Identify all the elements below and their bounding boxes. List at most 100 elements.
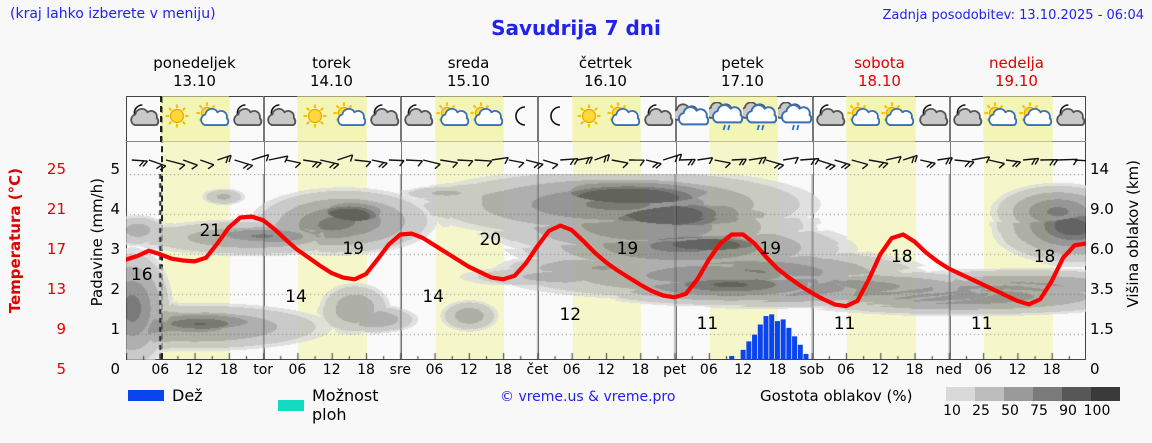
page-title: Savudrija 7 dni	[491, 16, 661, 40]
precipitation-bar	[797, 344, 803, 360]
day-header-0: ponedeljek 13.10	[126, 54, 263, 90]
x-tick-label: 12	[871, 362, 890, 378]
temperature-axis-ticks: 25 21 17 13 9 5	[30, 160, 66, 378]
showers-color-swatch	[278, 399, 304, 411]
x-tick-label: 06	[288, 362, 307, 378]
x-tick-label: sob	[799, 362, 825, 378]
day-header-6: nedelja 19.10	[948, 54, 1085, 90]
sun-cloud-icon	[606, 102, 641, 136]
precipitation-bar	[729, 355, 735, 360]
day-separator-icons-6	[948, 96, 950, 142]
moon-cloud-icon	[1052, 102, 1086, 136]
sun-icon	[572, 102, 606, 136]
precipitation-axis-ticks: 5 4 3 2 1 0	[96, 160, 120, 378]
temperature-label: 18	[890, 247, 913, 268]
day-separator-icons-3	[537, 96, 539, 142]
moon-cloud-icon	[126, 102, 160, 136]
cloud-density-step-75	[1033, 387, 1062, 401]
x-tick-label: 18	[494, 362, 513, 378]
moon-cloud-icon	[229, 102, 263, 136]
cloud-height-tick: 3.5	[1090, 280, 1114, 298]
cloud-height-axis-ticks: 14 9.0 6.0 3.5 1.5 0	[1090, 160, 1122, 378]
temperature-tick: 21	[46, 200, 66, 218]
wind-barbs	[131, 153, 1093, 171]
day-date: 19.10	[995, 72, 1038, 90]
temperature-label: 11	[696, 314, 719, 335]
x-tick-label: 06	[151, 362, 170, 378]
precipitation-bar	[757, 324, 763, 360]
precipitation-tick: 5	[110, 160, 120, 178]
x-tick-label: 06	[699, 362, 718, 378]
day-date: 15.10	[447, 72, 490, 90]
precipitation-bar	[792, 336, 798, 360]
day-date: 18.10	[858, 72, 901, 90]
cloud-density-step-50	[1004, 387, 1033, 401]
x-tick-label: 12	[597, 362, 615, 378]
day-name: ponedeljek	[153, 54, 236, 72]
sun-cloud-icon	[983, 102, 1018, 136]
moon-cloud-icon	[949, 102, 983, 136]
x-tick-label: 18	[905, 362, 924, 378]
temperature-label: 19	[342, 238, 364, 259]
sun-cloud-icon	[469, 102, 504, 136]
wind-barb-band	[126, 142, 1093, 174]
temperature-tick: 5	[56, 360, 66, 378]
x-tick-label: 06	[837, 362, 855, 378]
day-separator-icons-2	[400, 96, 402, 142]
cloud-height-tick: 14	[1090, 160, 1110, 178]
day-date: 17.10	[721, 72, 764, 90]
location-menu-note[interactable]: (kraj lahko izberete v meniju)	[10, 6, 216, 22]
legend-label-showers: Možnost ploh	[311, 386, 379, 424]
cloud-density-scale-value: 25	[972, 403, 990, 419]
weather-icon-band	[126, 96, 1086, 142]
temperature-label: 12	[559, 305, 582, 326]
precipitation-bar	[803, 353, 809, 360]
x-tick-label: pet	[663, 362, 687, 378]
cloud-height-tick: 0	[1090, 360, 1100, 378]
temperature-label: 18	[1033, 247, 1056, 268]
temperature-tick: 9	[56, 320, 66, 338]
cloud-density-step-90	[1062, 387, 1091, 401]
moon-cloud-icon	[915, 102, 949, 136]
x-tick-label: 12	[185, 362, 204, 378]
temperature-tick: 13	[46, 280, 66, 298]
precipitation-bar	[780, 319, 786, 360]
day-date: 13.10	[173, 72, 216, 90]
day-name: sreda	[447, 54, 490, 72]
cloud-density-gradient-bar	[946, 387, 1120, 401]
sun-cloud-icon	[332, 102, 367, 136]
moon-cloud-icon	[400, 102, 434, 136]
cloud-density-scale-value: 75	[1030, 403, 1048, 419]
temperature-label: 19	[759, 238, 782, 259]
precipitation-bar	[769, 314, 775, 360]
x-tick-label: 18	[219, 362, 238, 378]
x-tick-label: tor	[253, 362, 274, 378]
sun-icon	[160, 102, 194, 136]
day-header-2: sreda 15.10	[400, 54, 537, 90]
moon-icon	[503, 102, 537, 136]
cloud-rain-icon	[740, 101, 778, 136]
day-header-1: torek 14.10	[263, 54, 400, 90]
cloud-density-legend-title: Gostota oblakov (%)	[760, 387, 913, 405]
day-name: sobota	[854, 54, 905, 72]
x-tick-label: 18	[631, 362, 650, 378]
cloud-height-tick: 1.5	[1090, 320, 1114, 338]
moon-cloud-icon	[812, 102, 846, 136]
x-axis-time-ticks: 06 12 18 tor 06 12 18 sre 06 12 18 čet 06 12 18 pet 06 12…	[126, 362, 1086, 380]
sun-cloud-icon	[435, 102, 469, 136]
temperature-tick: 17	[46, 240, 66, 258]
temperature-label: 11	[833, 314, 856, 335]
day-separator-icons-1	[263, 96, 265, 142]
sun-icon	[298, 102, 332, 136]
precipitation-bar	[740, 349, 746, 360]
precipitation-bar	[752, 334, 758, 360]
legend-label-rain: Dež	[172, 386, 203, 405]
day-header-3: četrtek 16.10	[537, 54, 674, 90]
copyright-link[interactable]: © vreme.us & vreme.pro	[500, 389, 676, 405]
x-tick-label: 18	[1042, 362, 1061, 378]
temperature-label: 19	[616, 238, 639, 259]
precipitation-bar	[763, 316, 769, 360]
cloud-density-step-10	[946, 387, 975, 401]
day-name: četrtek	[578, 54, 633, 72]
sun-cloud-icon	[1018, 102, 1052, 136]
